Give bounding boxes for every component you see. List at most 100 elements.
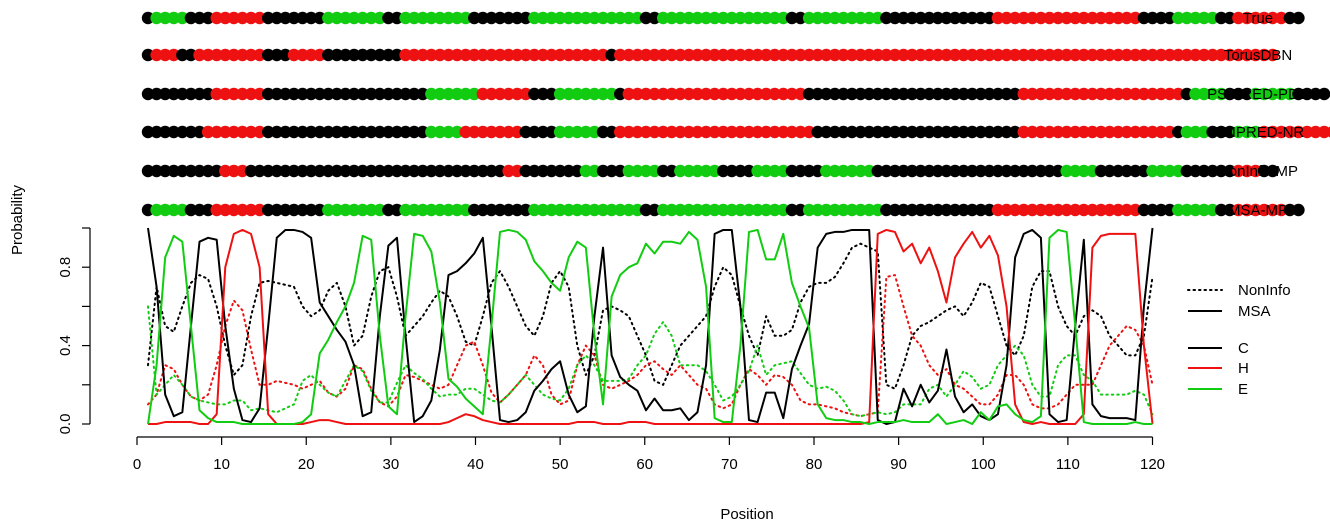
track-residue-c [262, 125, 275, 139]
track-residue-c [1172, 125, 1185, 139]
track-residue-e [751, 164, 764, 178]
track-residue-c [485, 203, 498, 217]
track-residue-e [373, 11, 387, 25]
track-residue-c [931, 164, 945, 178]
track-residue-c [923, 125, 936, 139]
track-residue-e [717, 11, 730, 25]
track-residue-h [725, 48, 739, 62]
track-residue-h [502, 125, 515, 139]
track-residue-h [244, 203, 258, 217]
track-residue-h [1086, 87, 1099, 101]
track-residue-c [279, 11, 292, 25]
track-residue-e [588, 125, 601, 139]
x-tick-label: 20 [298, 456, 315, 473]
track-residue-c [897, 203, 910, 217]
track-residue-c [905, 203, 919, 217]
track-residue-c [1223, 164, 1236, 178]
track-residue-h [768, 48, 781, 62]
track-residue-c [725, 164, 739, 178]
track-residue-h [725, 125, 739, 139]
track-residue-c [356, 87, 369, 101]
track-residue-h [158, 48, 172, 62]
track-residue-h [296, 48, 309, 62]
track-residue-h [622, 87, 635, 101]
track-residue-e [450, 203, 464, 217]
track-residue-h [493, 48, 507, 62]
track-residue-c [639, 11, 653, 25]
track-residue-c [948, 87, 962, 101]
track-residue-e [759, 164, 773, 178]
track-residue-h [1249, 48, 1262, 62]
track-residue-e [768, 203, 781, 217]
track-residue-c [1197, 164, 1211, 178]
track-residue-c [923, 87, 936, 101]
track-residue-c [476, 11, 490, 25]
legend-label-class-h: H [1238, 360, 1249, 377]
track-residue-h [1111, 11, 1125, 25]
track-residue-h [1240, 11, 1254, 25]
track-residue-e [433, 11, 447, 25]
track-residue-e [717, 203, 730, 217]
track-residue-h [227, 87, 241, 101]
track-residue-c [502, 11, 515, 25]
track-residue-e [450, 11, 464, 25]
track-residue-h [708, 48, 721, 62]
track-residue-h [785, 48, 799, 62]
track-residue-e [579, 164, 593, 178]
track-residue-c [365, 125, 378, 139]
track-residue-c [390, 87, 404, 101]
track-residue-h [1111, 125, 1125, 139]
track-residue-e [433, 125, 447, 139]
track-residue-c [785, 164, 799, 178]
track-residue-c [1051, 164, 1065, 178]
track-residue-h [1043, 48, 1056, 62]
track-residue-e [605, 203, 618, 217]
track-residue-h [1051, 87, 1065, 101]
track-residue-e [528, 203, 541, 217]
track-residue-h [1232, 11, 1245, 25]
track-residue-h [785, 125, 799, 139]
track-residue-c [940, 164, 953, 178]
track-residue-c [596, 125, 610, 139]
track-residue-h [1163, 87, 1176, 101]
track-residue-c [322, 164, 335, 178]
track-residue-c [605, 125, 618, 139]
track-residue-e [536, 203, 550, 217]
track-residue-e [322, 11, 335, 25]
track-residue-c [287, 87, 301, 101]
track-residue-e [682, 203, 696, 217]
track-residue-e [399, 11, 412, 25]
track-residue-c [923, 164, 936, 178]
track-residue-h [1275, 125, 1288, 139]
track-residue-c [974, 125, 987, 139]
track-residue-e [553, 203, 567, 217]
track-row-msa-mp [141, 203, 1305, 217]
track-residue-c [339, 87, 352, 101]
track-residue-c [347, 48, 361, 62]
track-residue-c [356, 125, 369, 139]
track-residue-c [262, 203, 275, 217]
track-residue-e [699, 203, 713, 217]
track-residue-c [888, 11, 902, 25]
track-residue-h [614, 48, 627, 62]
track-residue-h [1232, 48, 1245, 62]
track-residue-c [193, 87, 206, 101]
track-residue-c [399, 87, 412, 101]
track-residue-c [304, 164, 318, 178]
track-residue-h [1249, 164, 1262, 178]
track-residue-h [253, 203, 266, 217]
track-residue-h [914, 48, 927, 62]
track-residue-c [313, 87, 326, 101]
track-residue-c [279, 48, 292, 62]
track-residue-c [1283, 203, 1297, 217]
track-residue-c [1292, 11, 1305, 25]
track-residue-h [820, 48, 833, 62]
track-residue-h [1240, 164, 1254, 178]
track-residue-c [974, 164, 987, 178]
track-residue-c [450, 164, 464, 178]
track-residue-e [639, 164, 653, 178]
track-residue-c [210, 164, 223, 178]
track-residue-h [244, 87, 258, 101]
track-residue-h [1223, 48, 1236, 62]
